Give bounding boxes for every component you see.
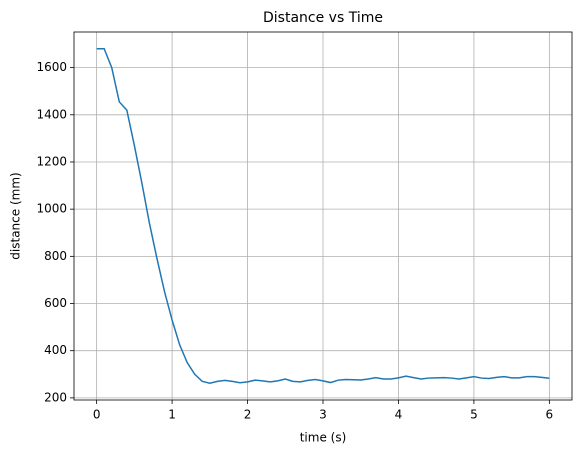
x-tick-label: 4 [395, 408, 403, 422]
chart-title: Distance vs Time [263, 10, 383, 26]
y-tick-label: 800 [44, 249, 67, 263]
x-tick-label: 6 [546, 408, 554, 422]
x-tick-label: 1 [168, 408, 176, 422]
data-line [96, 47, 550, 385]
y-tick-label: 400 [44, 343, 67, 357]
y-tick-label: 1000 [36, 202, 67, 216]
y-tick-label: 1400 [36, 107, 67, 121]
x-tick-label: 2 [244, 408, 252, 422]
y-tick-label: 1600 [36, 60, 67, 74]
x-tick-label: 5 [470, 408, 478, 422]
y-tick-label: 1200 [36, 154, 67, 168]
x-tick-label: 3 [319, 408, 327, 422]
y-axis-label: distance (mm) [9, 172, 23, 259]
y-tick-label: 200 [44, 390, 67, 404]
plot-frame [73, 31, 573, 401]
y-tick-label: 600 [44, 296, 67, 310]
x-axis-label: time (s) [300, 431, 347, 445]
x-tick-label: 0 [93, 408, 101, 422]
